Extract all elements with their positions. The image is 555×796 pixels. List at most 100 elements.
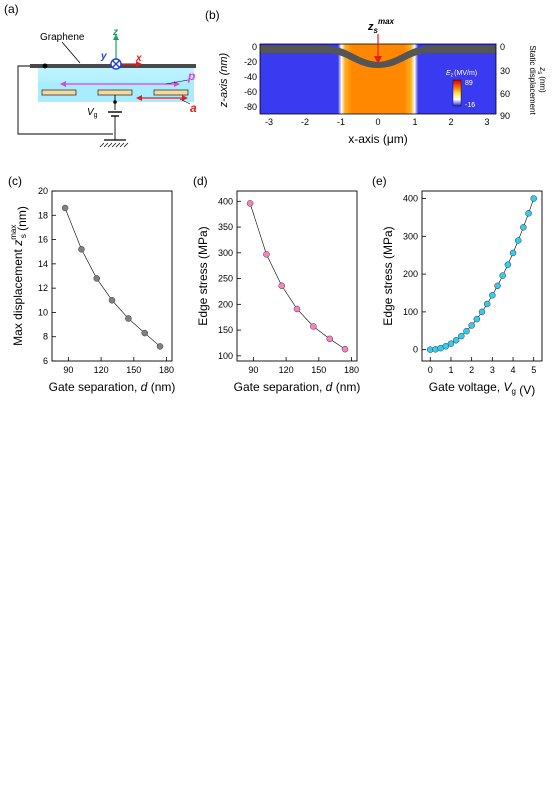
data-point xyxy=(509,249,517,257)
y-tick-label: 400 xyxy=(403,194,418,204)
svg-text:60: 60 xyxy=(500,89,510,99)
data-point xyxy=(93,275,100,282)
y-tick-label: 200 xyxy=(403,269,418,279)
plot-frame xyxy=(421,190,543,362)
x-tick-label: 180 xyxy=(159,365,174,375)
data-point xyxy=(442,343,450,350)
data-point xyxy=(141,329,148,337)
plot-frame xyxy=(51,190,173,362)
data-point xyxy=(78,246,85,253)
membrane-profile xyxy=(260,46,496,68)
panel-label-b: (b) xyxy=(205,8,220,22)
data-point xyxy=(326,335,333,343)
gate-electrode-center xyxy=(97,89,133,96)
svg-text:3: 3 xyxy=(484,117,489,127)
svg-text:-1: -1 xyxy=(337,117,345,127)
data-point xyxy=(463,327,470,335)
chart-max-displacement: 90 120 150 180 6 8 10 12 14 16 18 20 Gate separation… xyxy=(9,186,176,394)
x-tick-label: 5 xyxy=(531,365,536,375)
data-point xyxy=(293,305,301,313)
data-point xyxy=(499,272,506,279)
panel-label-d: (d) xyxy=(193,174,208,188)
panel-label-c: (c) xyxy=(8,174,22,188)
y-tick-label: 250 xyxy=(218,274,233,284)
ground-icon xyxy=(99,142,129,148)
x-axis-label: Gate separation, d (nm) xyxy=(49,380,176,394)
data-point xyxy=(520,224,527,231)
x-tick-label: 90 xyxy=(248,365,258,375)
y-axis-label-right-2: zs(nm) xyxy=(536,66,547,93)
data-point xyxy=(341,345,349,353)
chart-edge-stress-voltage: 0 1 2 3 4 5 0 100 200 300 400 Gate voltage, Vg (V) E… xyxy=(381,190,543,397)
x-axis-label: Gate voltage, Vg (V) xyxy=(429,380,536,397)
y-tick-label: 12 xyxy=(38,283,48,293)
y-tick-label: 400 xyxy=(218,196,233,206)
y-axis-label-left: z-axis (nm) xyxy=(218,52,230,108)
data-point xyxy=(447,340,455,347)
colorbar-min: -16 xyxy=(465,102,475,109)
x-tick-label: 150 xyxy=(126,365,141,375)
field-map-panel: zsmax Ez(MV/m) 89 -16 0 -20 -40 -60 -80 … xyxy=(218,17,547,146)
colorbar-title: Ez(MV/m) xyxy=(446,70,477,79)
gate-electrode-left xyxy=(41,89,77,96)
y-tick-label: 100 xyxy=(218,351,233,361)
data-point xyxy=(525,210,532,217)
data-point xyxy=(452,336,460,344)
zs-max-label: zsmax xyxy=(367,17,395,35)
series-line xyxy=(430,198,535,350)
y-ticks-right: 0 30 60 90 xyxy=(500,42,510,121)
device-schematic: Graphene p a z x y Vg xyxy=(17,27,197,148)
x-ticks: -3 -2 -1 0 1 2 3 xyxy=(265,117,490,127)
axis-z-label: z xyxy=(112,27,118,38)
svg-text:2: 2 xyxy=(448,117,453,127)
p-label: p xyxy=(187,69,195,83)
data-point xyxy=(125,315,132,322)
svg-text:-20: -20 xyxy=(244,57,257,67)
y-tick-label: 10 xyxy=(38,307,48,317)
data-point xyxy=(156,343,164,350)
x-tick-label: 2 xyxy=(469,365,474,375)
y-ticks-left: 0 -20 -40 -60 -80 xyxy=(244,42,257,112)
y-axis-label: Edge stress (MPa) xyxy=(196,226,210,325)
svg-text:-3: -3 xyxy=(265,117,273,127)
data-point xyxy=(473,315,481,323)
svg-text:-80: -80 xyxy=(244,102,257,112)
x-tick-label: 0 xyxy=(428,365,433,375)
y-tick-label: 14 xyxy=(38,259,48,269)
data-point xyxy=(483,300,491,308)
svg-text:1: 1 xyxy=(412,117,417,127)
gate-electrode-right xyxy=(153,89,189,96)
y-tick-label: 350 xyxy=(218,222,233,232)
panel-label-e: (e) xyxy=(372,174,387,188)
y-tick-label: 0 xyxy=(413,345,418,355)
x-tick-label: 120 xyxy=(94,365,109,375)
panel-label-a: (a) xyxy=(4,2,19,16)
svg-text:0: 0 xyxy=(252,42,257,52)
data-point xyxy=(263,251,270,258)
y-tick-label: 8 xyxy=(43,332,48,342)
x-tick-label: 3 xyxy=(490,365,495,375)
data-point xyxy=(458,332,465,340)
vg-label: Vg xyxy=(87,107,98,119)
data-point xyxy=(61,204,69,212)
axis-y-label: y xyxy=(100,51,107,62)
x-tick-label: 90 xyxy=(63,365,73,375)
colorbar xyxy=(452,79,462,107)
graphene-label: Graphene xyxy=(40,32,85,43)
svg-text:30: 30 xyxy=(500,66,510,76)
data-point xyxy=(310,323,317,330)
svg-text:-40: -40 xyxy=(244,72,257,82)
data-point xyxy=(478,308,486,316)
svg-text:-2: -2 xyxy=(301,117,309,127)
x-axis-label: Gate separation, d (nm) xyxy=(234,380,361,394)
data-point xyxy=(514,237,522,244)
data-point xyxy=(530,195,537,202)
a-label: a xyxy=(190,101,197,115)
data-point xyxy=(278,282,285,290)
series-line xyxy=(249,203,346,350)
y-tick-label: 150 xyxy=(218,325,233,335)
y-tick-label: 100 xyxy=(403,307,418,317)
x-axis-label: x-axis (μm) xyxy=(348,132,408,146)
y-tick-label: 300 xyxy=(218,248,233,258)
svg-text:90: 90 xyxy=(500,111,510,121)
